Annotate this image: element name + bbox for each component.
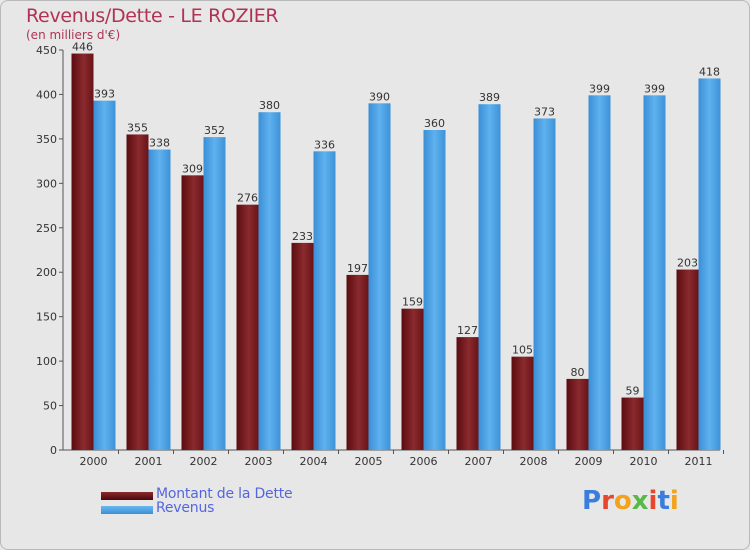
data-label-dette: 446 [72, 41, 93, 54]
x-tick-label: 2006 [410, 455, 438, 468]
x-tick-label: 2010 [630, 455, 658, 468]
bar-revenus [423, 130, 446, 450]
bar-revenus [258, 112, 281, 450]
data-label-dette: 105 [512, 344, 533, 357]
logo-letter: P [582, 486, 602, 516]
bar-revenus [93, 100, 116, 451]
y-tick-label: 100 [36, 355, 57, 368]
bar-dette [566, 378, 589, 450]
logo-letter: r [601, 486, 614, 516]
legend-label-dette: Montant de la Dette [156, 486, 293, 502]
x-tick-label: 2011 [685, 455, 713, 468]
data-label-revenus: 399 [589, 82, 610, 95]
bar-dette [621, 397, 644, 450]
bar-revenus [698, 78, 721, 450]
x-tick-label: 2008 [520, 455, 548, 468]
data-label-revenus: 380 [259, 99, 280, 112]
legend-swatch-revenus [101, 506, 153, 514]
bar-revenus [313, 151, 336, 451]
y-tick-label: 250 [36, 222, 57, 235]
data-label-revenus: 373 [534, 105, 555, 118]
logo-letter: i [669, 486, 679, 516]
bar-dette [126, 134, 149, 450]
x-tick-label: 2007 [465, 455, 493, 468]
data-label-dette: 80 [571, 366, 585, 379]
bar-dette [291, 242, 314, 450]
data-label-revenus: 360 [424, 117, 445, 130]
bar-dette [236, 204, 259, 450]
data-label-dette: 203 [677, 257, 698, 270]
data-label-dette: 59 [626, 385, 640, 398]
y-tick-label: 200 [36, 266, 57, 279]
data-label-dette: 159 [402, 296, 423, 309]
data-label-revenus: 338 [149, 137, 170, 150]
data-label-revenus: 389 [479, 91, 500, 104]
bar-revenus [533, 118, 556, 450]
data-label-revenus: 393 [94, 88, 115, 101]
bar-revenus [203, 137, 226, 450]
data-label-revenus: 399 [644, 82, 665, 95]
bar-dette [401, 308, 424, 450]
proxiti-logo: Proxiti [582, 486, 679, 516]
data-label-dette: 276 [237, 192, 258, 205]
x-tick-label: 2004 [300, 455, 328, 468]
data-label-dette: 127 [457, 324, 478, 337]
x-tick-label: 2002 [190, 455, 218, 468]
logo-letter: x [631, 486, 649, 516]
bar-dette [71, 53, 94, 451]
x-tick-label: 2003 [245, 455, 273, 468]
data-label-revenus: 390 [369, 90, 390, 103]
bar-dette [676, 269, 699, 450]
y-tick-label: 450 [36, 44, 57, 57]
bar-revenus [588, 95, 611, 450]
x-tick-label: 2001 [135, 455, 163, 468]
chart-title: Revenus/Dette - LE ROZIER [26, 5, 279, 27]
logo-letter: i [648, 486, 658, 516]
legend-swatch-dette [101, 492, 153, 500]
bar-revenus [643, 95, 666, 450]
chart-subtitle: (en milliers d'€) [26, 28, 121, 42]
y-tick-label: 350 [36, 133, 57, 146]
x-tick-label: 2000 [80, 455, 108, 468]
bar-revenus [478, 104, 501, 450]
data-label-revenus: 418 [699, 65, 720, 78]
legend-label-revenus: Revenus [156, 500, 215, 516]
y-tick-label: 0 [50, 444, 57, 457]
data-label-dette: 355 [127, 121, 148, 134]
data-label-revenus: 352 [204, 124, 225, 137]
data-label-revenus: 336 [314, 138, 335, 151]
logo-letter: t [657, 486, 670, 516]
bar-dette [346, 274, 369, 450]
bar-revenus [368, 103, 391, 450]
bar-revenus [148, 149, 171, 451]
bar-dette [511, 356, 534, 450]
logo-letter: o [613, 486, 632, 516]
bar-dette [181, 175, 204, 451]
data-label-dette: 233 [292, 230, 313, 243]
y-tick-label: 300 [36, 177, 57, 190]
y-tick-label: 50 [43, 400, 57, 413]
data-label-dette: 309 [182, 162, 203, 175]
y-tick-label: 400 [36, 88, 57, 101]
x-tick-label: 2009 [575, 455, 603, 468]
data-label-dette: 197 [347, 262, 368, 275]
y-tick-label: 150 [36, 311, 57, 324]
bar-dette [456, 337, 479, 450]
x-tick-label: 2005 [355, 455, 383, 468]
